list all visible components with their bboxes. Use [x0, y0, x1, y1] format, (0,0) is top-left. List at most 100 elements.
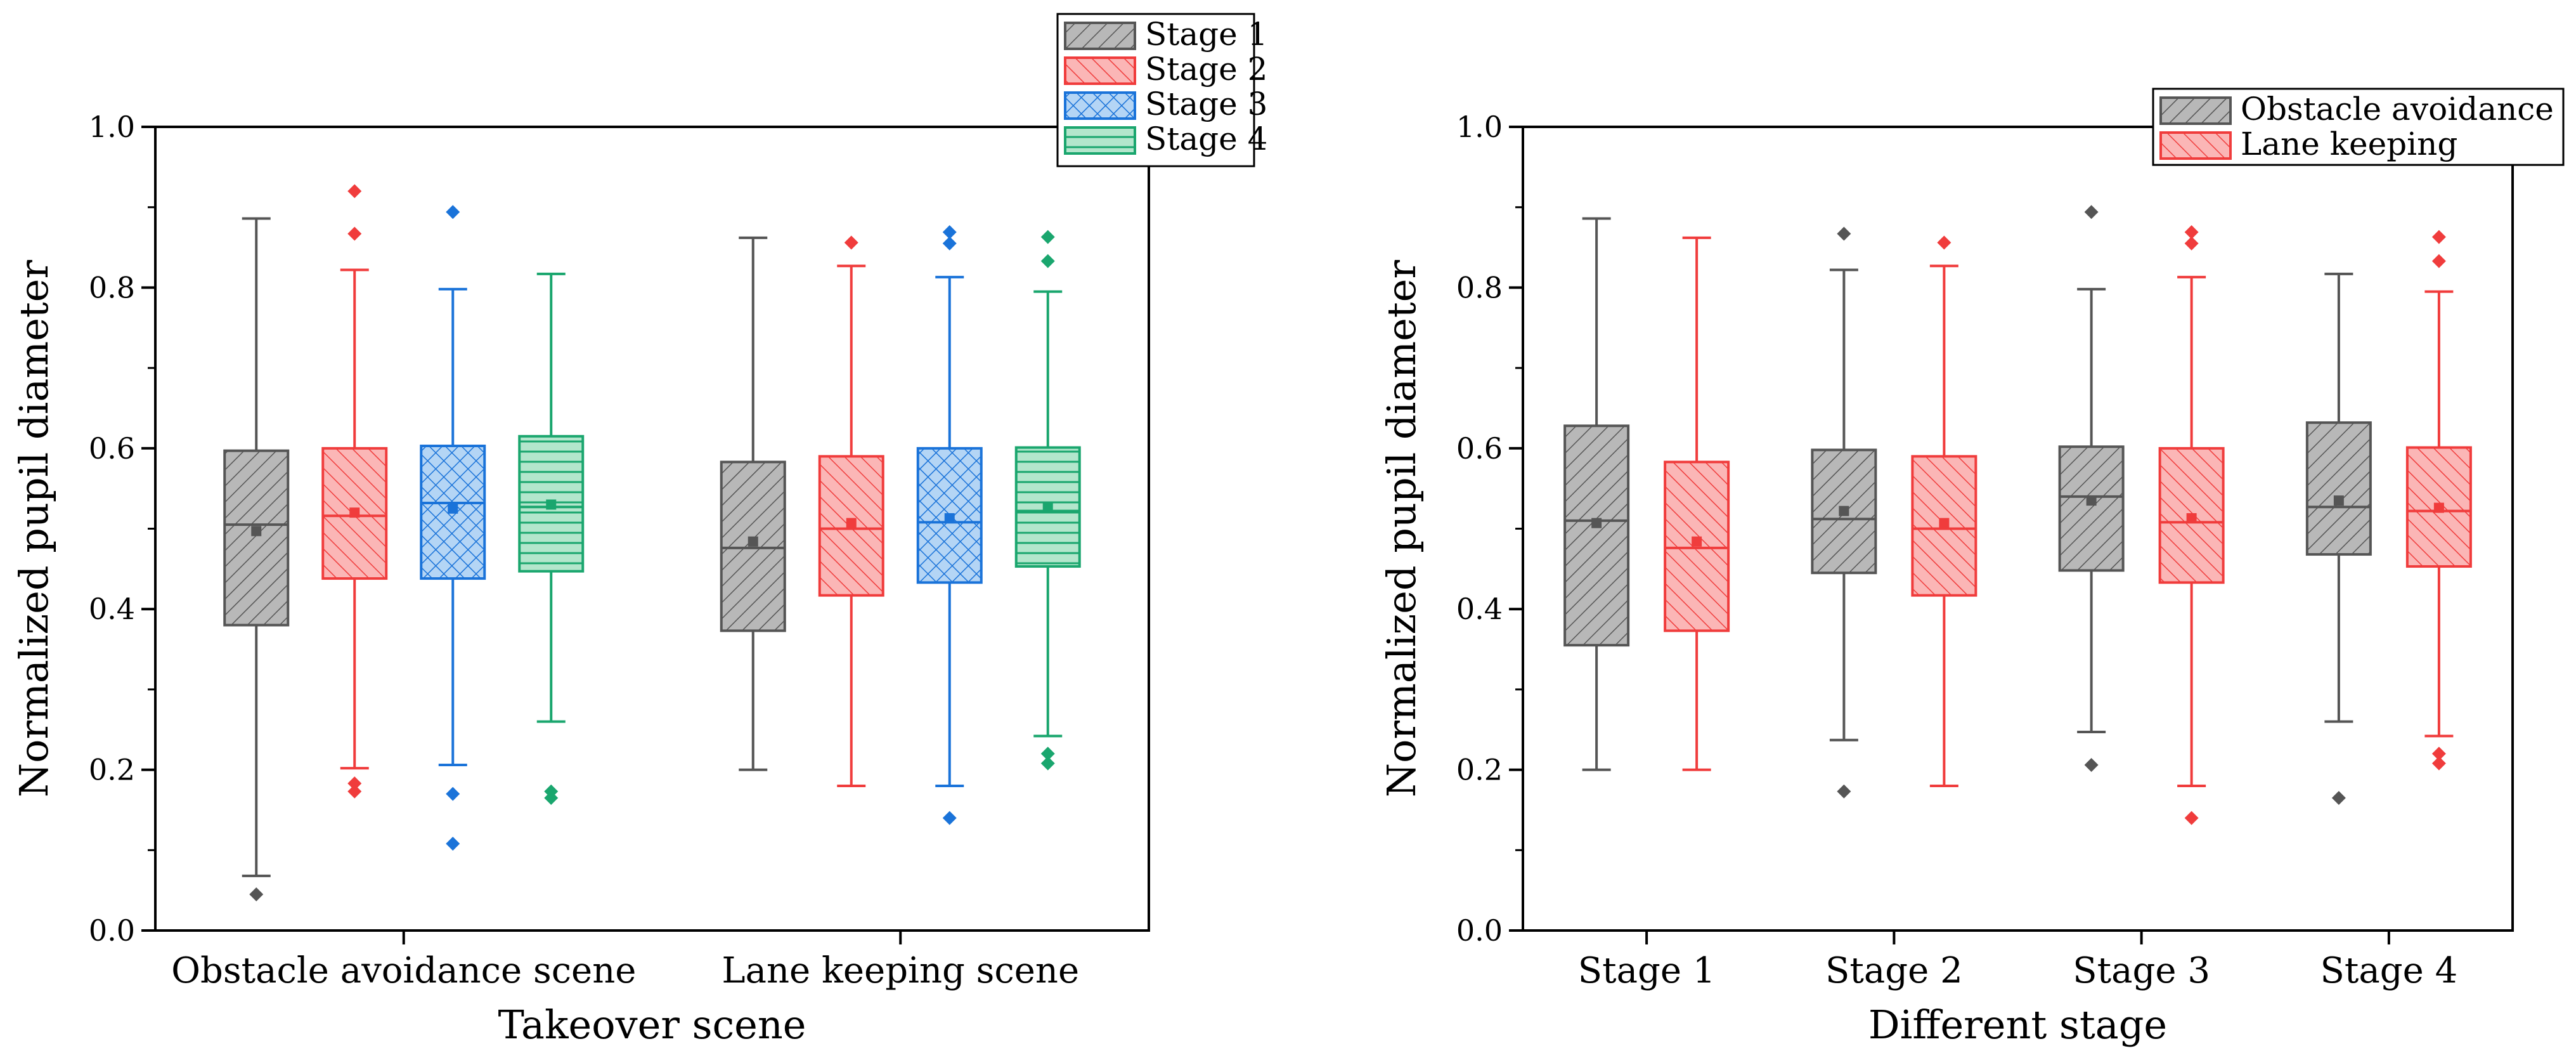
box-lane-keeping — [2405, 230, 2472, 771]
box-lane-keeping — [1664, 236, 1730, 771]
outlier-point — [2431, 230, 2446, 244]
outlier-point — [446, 837, 460, 851]
mean-marker — [349, 507, 360, 518]
mean-marker — [2433, 502, 2444, 513]
legend-item: Stage 3 — [1064, 86, 1267, 122]
legend-swatch — [1064, 22, 1136, 50]
y-tick-label: 0.0 — [89, 913, 135, 948]
mean-marker — [2186, 513, 2197, 524]
x-tick-label: Stage 4 — [2320, 950, 2458, 991]
y-tick-label: 0.8 — [1456, 270, 1503, 304]
y-tick-label: 0.4 — [89, 592, 135, 626]
mean-marker — [448, 503, 458, 514]
outlier-point — [2084, 757, 2099, 772]
outlier-point — [2431, 756, 2446, 771]
outlier-point — [2184, 236, 2199, 251]
outlier-point — [347, 184, 362, 199]
box-obstacle-avoidance — [2058, 205, 2125, 772]
mean-marker — [2086, 495, 2097, 506]
box-obstacle-avoidance — [1811, 226, 1877, 799]
x-axis-title: Different stage — [1868, 1002, 2167, 1048]
outlier-point — [2431, 747, 2446, 761]
box-body — [2058, 445, 2125, 572]
outlier-point — [2331, 790, 2346, 805]
mean-marker — [251, 526, 262, 537]
box-body — [2305, 421, 2372, 556]
box-stage-2 — [818, 235, 884, 787]
x-tick-label: Stage 1 — [1578, 950, 1716, 991]
box-stage-1 — [720, 236, 786, 771]
outlier-point — [2084, 205, 2099, 219]
y-tick-label: 1.0 — [89, 110, 135, 144]
mean-marker — [1839, 506, 1849, 516]
mean-marker — [1939, 518, 1950, 528]
chart-2: 0.0 0.2 0.4 0.6 0.8 1.0 Stage 1 Stage 2 Stage 3 S… — [1378, 88, 2565, 1048]
mean-marker — [1591, 518, 1602, 528]
legend-swatch — [2159, 131, 2232, 160]
mean-marker — [1692, 536, 1702, 547]
outlier-point — [249, 887, 264, 901]
y-axis-title: Normalized pupil diameter — [1378, 260, 1425, 798]
mean-marker — [846, 518, 857, 528]
legend-item: Obstacle avoidance — [2159, 91, 2554, 127]
box-lane-keeping — [2158, 225, 2225, 825]
outlier-point — [347, 776, 362, 791]
box-obstacle-avoidance — [2305, 272, 2372, 805]
legend-label: Stage 1 — [1145, 16, 1267, 53]
outlier-point — [1837, 226, 1851, 241]
legend-item: Stage 2 — [1064, 51, 1267, 88]
y-tick-label: 0.2 — [89, 753, 135, 787]
legend-item: Lane keeping — [2159, 126, 2457, 162]
legend-item: Stage 1 — [1064, 16, 1267, 53]
outlier-point — [1837, 784, 1851, 799]
outlier-point — [2431, 254, 2446, 268]
y-tick-label: 0.4 — [1456, 592, 1503, 626]
outlier-point — [844, 235, 858, 250]
outlier-point — [446, 787, 460, 801]
mean-marker — [1042, 502, 1053, 513]
legend-label: Stage 3 — [1145, 86, 1267, 122]
outlier-point — [2184, 811, 2199, 825]
box-body — [223, 449, 290, 627]
y-axis-title: Normalized pupil diameter — [11, 260, 57, 798]
chart-1: 0.0 0.2 0.4 0.6 0.8 1.0 Obstacle avoidance sce… — [11, 13, 1267, 1048]
mean-marker — [944, 513, 955, 524]
box-body — [1563, 424, 1630, 647]
outlier-point — [544, 790, 559, 805]
box-obstacle-avoidance — [1563, 217, 1630, 771]
outlier-point — [2184, 225, 2199, 239]
x-tick-label: Lane keeping scene — [722, 950, 1079, 991]
box-stage-4 — [518, 272, 585, 805]
mean-marker — [2333, 495, 2344, 506]
outlier-point — [1040, 254, 1055, 268]
legend-swatch — [1064, 91, 1136, 120]
y-tick-label: 0.2 — [1456, 753, 1503, 787]
legend-label: Stage 4 — [1145, 121, 1267, 157]
outlier-point — [1937, 235, 1951, 250]
x-tick-label: Stage 2 — [1825, 950, 1963, 991]
mean-marker — [748, 536, 758, 547]
box-stage-1 — [223, 217, 290, 901]
outlier-point — [1040, 230, 1055, 244]
box-stage-4 — [1014, 230, 1081, 771]
outlier-point — [1040, 756, 1055, 771]
outlier-point — [942, 225, 957, 239]
x-axis-title: Takeover scene — [498, 1002, 806, 1048]
y-tick-label: 0.0 — [1456, 913, 1503, 948]
legend-label: Lane keeping — [2241, 126, 2457, 162]
outlier-point — [347, 226, 362, 241]
plot-frame — [154, 126, 1150, 932]
legend-item: Stage 4 — [1064, 121, 1267, 157]
x-tick-label: Stage 3 — [2073, 950, 2210, 991]
legend-swatch — [1064, 126, 1136, 155]
outlier-point — [1040, 747, 1055, 761]
legend-swatch — [2159, 96, 2232, 125]
box-stage-3 — [420, 205, 486, 851]
box-lane-keeping — [1911, 235, 1977, 787]
outlier-point — [446, 205, 460, 219]
outlier-point — [942, 811, 957, 825]
box-stage-2 — [321, 184, 388, 799]
